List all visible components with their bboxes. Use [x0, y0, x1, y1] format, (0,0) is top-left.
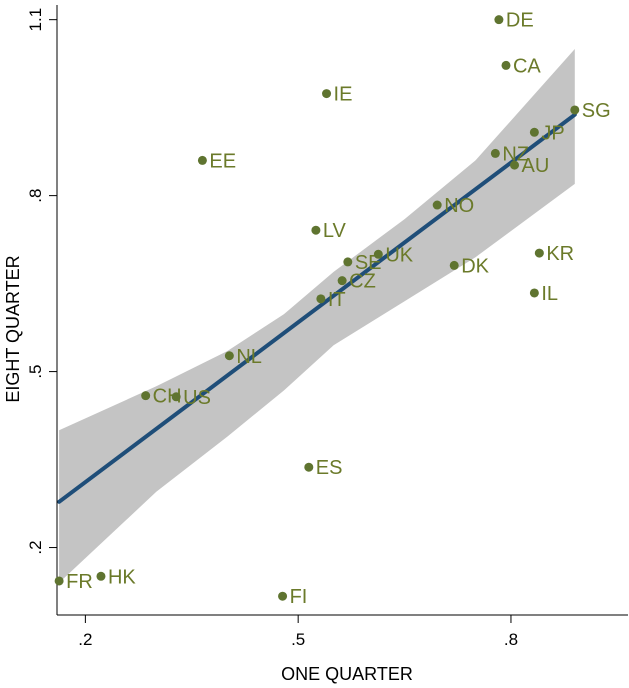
y-axis-title: EIGHT QUARTER — [3, 255, 23, 402]
point-marker — [501, 60, 511, 70]
y-tick-label: .8 — [26, 189, 45, 203]
data-point-il: IL — [529, 283, 558, 305]
data-point-cz: CZ — [337, 271, 376, 293]
point-marker — [529, 288, 539, 298]
y-tick-label: .5 — [26, 364, 45, 378]
point-label: IE — [334, 84, 353, 106]
data-point-ca: CA — [501, 55, 541, 77]
data-point-hk: HK — [96, 566, 136, 588]
data-point-ee: EE — [197, 150, 236, 172]
point-marker — [197, 155, 207, 165]
point-label: UK — [385, 244, 413, 266]
point-label: DE — [506, 10, 534, 32]
point-label: US — [183, 387, 211, 409]
point-marker — [141, 391, 151, 401]
point-label: FR — [66, 571, 93, 593]
point-marker — [224, 351, 234, 361]
point-marker — [304, 462, 314, 472]
data-point-kr: KR — [534, 243, 574, 265]
point-label: SE — [355, 252, 382, 274]
data-point-lv: LV — [311, 220, 347, 242]
point-label: NL — [236, 346, 262, 368]
point-label: SG — [582, 100, 611, 122]
data-point-fr: FR — [54, 571, 93, 593]
point-marker — [337, 276, 347, 286]
confidence-band-layer — [59, 49, 575, 583]
data-point-it: IT — [316, 289, 346, 311]
point-label: KR — [546, 243, 574, 265]
point-label: NZ — [502, 143, 529, 165]
point-marker — [494, 15, 504, 25]
point-label: CH — [153, 386, 182, 408]
data-point-sg: SG — [570, 100, 611, 122]
point-marker — [311, 225, 321, 235]
point-marker — [490, 148, 500, 158]
point-label: CA — [513, 55, 541, 77]
data-point-uk: UK — [373, 244, 414, 266]
data-point-fi: FI — [278, 586, 307, 608]
y-tick-label: .2 — [26, 540, 45, 554]
data-point-nl: NL — [224, 346, 262, 368]
x-tick-label: .8 — [504, 630, 518, 649]
x-axis-title: ONE QUARTER — [281, 664, 413, 684]
point-marker — [570, 105, 580, 115]
point-marker — [322, 89, 332, 99]
point-marker — [432, 200, 442, 210]
point-label: EE — [209, 150, 236, 172]
point-marker — [449, 260, 459, 270]
point-marker — [529, 127, 539, 137]
data-point-no: NO — [432, 195, 474, 217]
point-marker — [510, 160, 520, 170]
point-label: FI — [290, 586, 308, 608]
data-point-dk: DK — [449, 255, 490, 277]
data-point-se: SE — [343, 252, 382, 274]
point-marker — [343, 257, 353, 267]
data-point-nz: NZ — [490, 143, 529, 165]
point-marker — [171, 392, 181, 402]
data-point-ch: CH — [141, 386, 182, 408]
data-point-ie: IE — [322, 84, 352, 106]
point-label: HK — [108, 566, 136, 588]
y-tick-label: 1.1 — [26, 8, 45, 32]
point-label: IL — [541, 283, 558, 305]
x-tick-label: .5 — [291, 630, 305, 649]
data-point-de: DE — [494, 10, 534, 32]
point-label: CZ — [349, 271, 376, 293]
point-label: NO — [444, 195, 474, 217]
point-marker — [278, 591, 288, 601]
data-point-us: US — [171, 387, 211, 409]
point-marker — [373, 249, 383, 259]
point-marker — [316, 294, 326, 304]
fit-line — [57, 112, 577, 504]
x-tick-label: .2 — [78, 630, 92, 649]
confidence-band — [59, 49, 575, 583]
axes: .2 .5 .8 .2 .5 .8 1.1 — [26, 5, 628, 649]
point-marker — [96, 571, 106, 581]
point-label: IT — [328, 289, 346, 311]
point-label: LV — [323, 220, 347, 242]
fit-line-layer — [57, 112, 577, 504]
point-label: DK — [461, 255, 489, 277]
point-marker — [54, 576, 64, 586]
point-label: ES — [316, 457, 343, 479]
point-marker — [534, 248, 544, 258]
data-point-jp: JP — [529, 122, 565, 144]
point-label: JP — [541, 122, 564, 144]
data-point-es: ES — [304, 457, 342, 479]
point-label: AU — [522, 155, 550, 177]
data-point-au: AU — [510, 155, 549, 177]
